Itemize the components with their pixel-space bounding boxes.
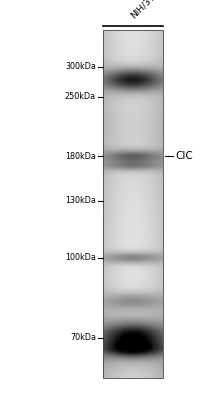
Text: 250kDa: 250kDa: [65, 92, 96, 101]
Text: NIH/3T3: NIH/3T3: [129, 0, 160, 20]
Text: CIC: CIC: [175, 151, 193, 161]
Text: 180kDa: 180kDa: [65, 152, 96, 161]
Text: 100kDa: 100kDa: [65, 254, 96, 262]
Text: 300kDa: 300kDa: [65, 62, 96, 71]
Bar: [103, 30, 163, 378]
Text: 130kDa: 130kDa: [65, 196, 96, 205]
Text: 70kDa: 70kDa: [70, 334, 96, 342]
